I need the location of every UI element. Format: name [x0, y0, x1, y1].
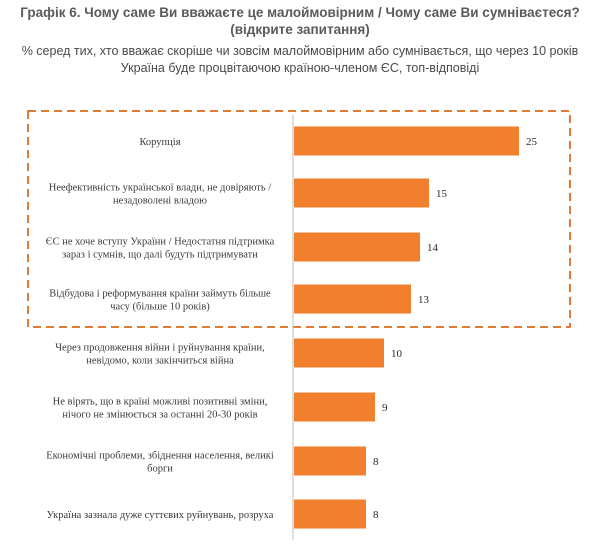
value-label-5: 10: [391, 348, 403, 360]
category-label-5: Через продовження війни і руйнування кра…: [55, 343, 265, 367]
value-label-2: 15: [436, 188, 448, 200]
category-label-4: Відбудова і реформування країни займуть …: [49, 289, 271, 313]
bar-3: [294, 232, 420, 262]
category-label-2: Неефективність української влади, не дов…: [49, 183, 272, 207]
category-label-6: Не вірять, що в країні можливі позитивні…: [53, 397, 268, 421]
value-label-8: 8: [373, 509, 379, 521]
category-label-1: Корупція: [139, 137, 180, 148]
bar-6: [294, 392, 375, 422]
chart-title-line-2: (відкрите запитання): [230, 22, 370, 37]
value-label-7: 8: [373, 456, 379, 468]
category-label-3: ЄС не хоче вступу України / Недостатня п…: [46, 237, 275, 261]
value-label-1: 25: [526, 136, 538, 148]
chart-subtitle-line-2: Україна буде процвітаючою країною-членом…: [120, 61, 480, 75]
category-label-7: Економічні проблеми, збіднення населення…: [46, 451, 274, 475]
value-label-6: 9: [382, 402, 388, 414]
chart-subtitle-line-1: % серед тих, хто вважає скоріше чи зовсі…: [21, 44, 579, 58]
category-label-8: Україна зазнала дуже суттєвих руйнувань,…: [47, 510, 274, 521]
bar-7: [294, 446, 366, 476]
chart-subtitle: % серед тих, хто вважає скоріше чи зовсі…: [0, 43, 600, 77]
value-label-3: 14: [427, 242, 439, 254]
value-label-4: 13: [418, 294, 430, 306]
bar-1: [294, 126, 519, 156]
bar-8: [294, 499, 366, 529]
bar-4: [294, 284, 411, 314]
chart-title-line-1: Графік 6. Чому саме Ви вважаєте це малой…: [20, 5, 580, 20]
bar-2: [294, 178, 429, 208]
bar-5: [294, 338, 384, 368]
chart-title: Графік 6. Чому саме Ви вважаєте це малой…: [0, 4, 600, 38]
highlight-dashed-frame: [27, 110, 571, 328]
